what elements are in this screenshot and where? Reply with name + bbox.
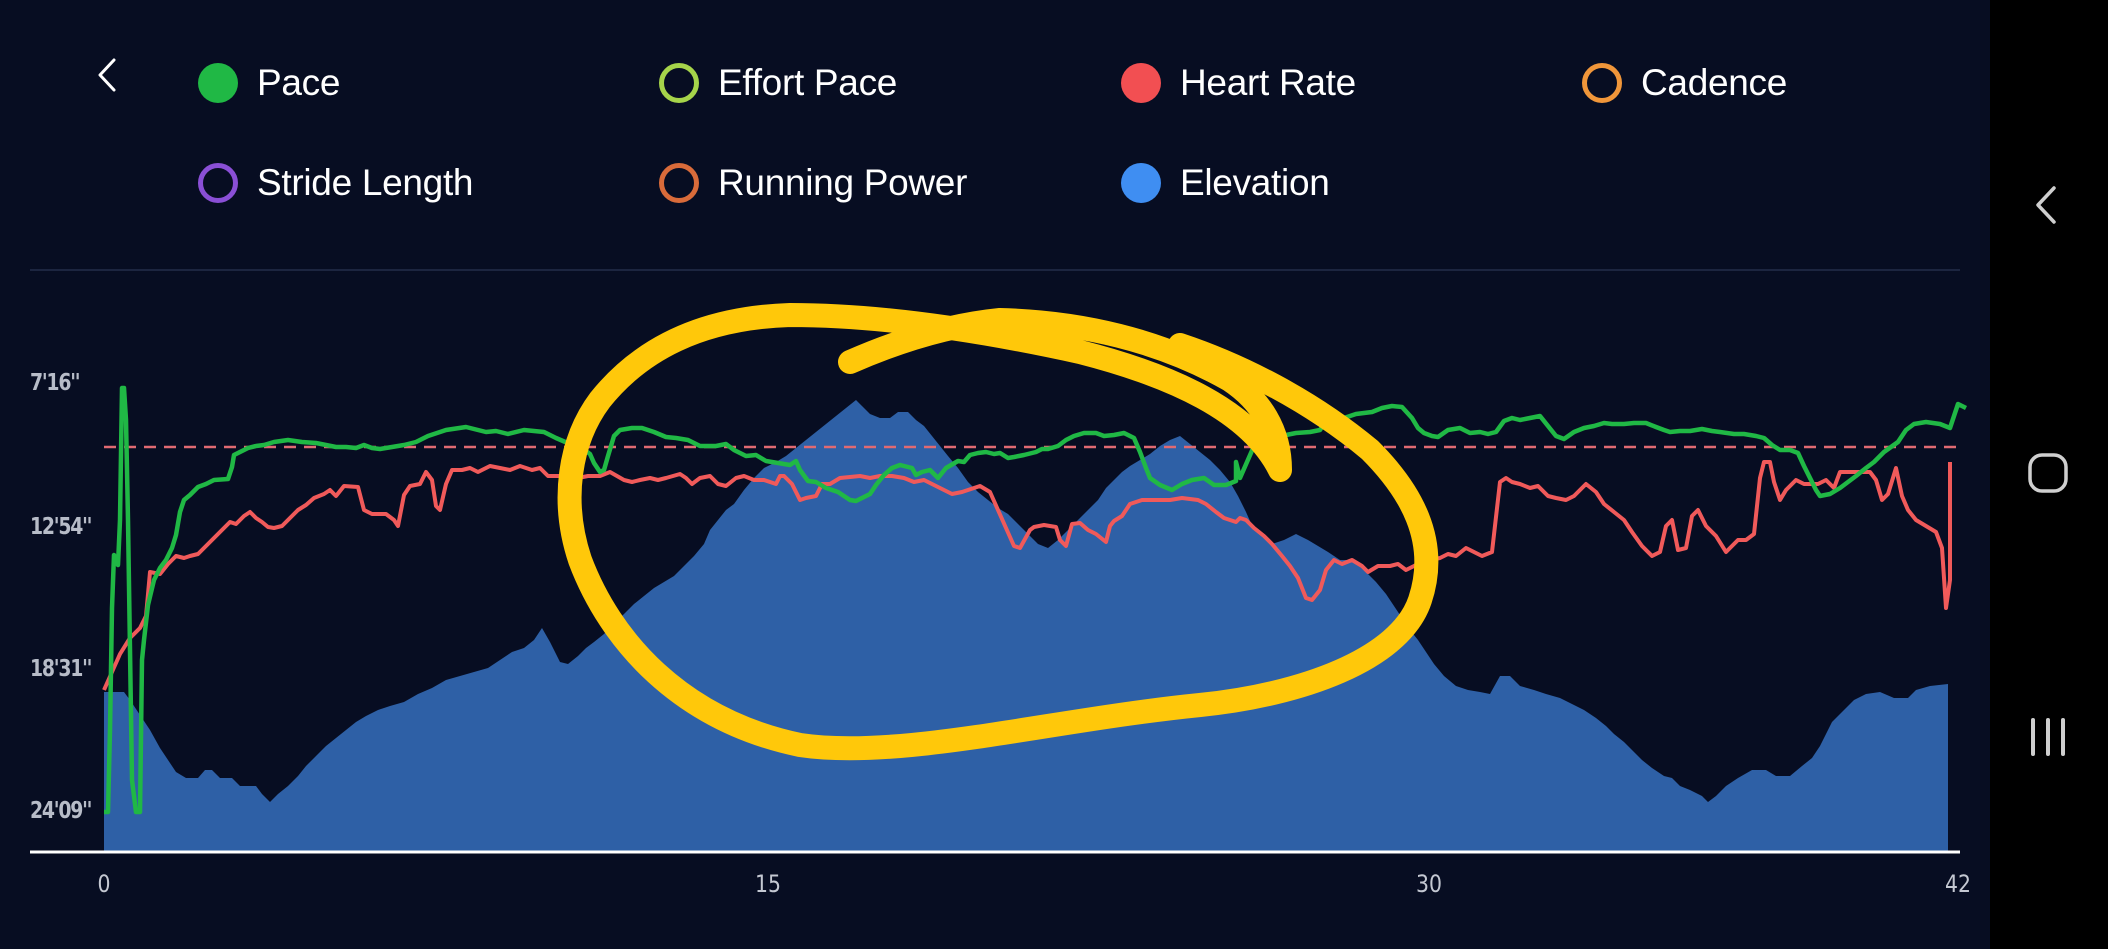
heart-rate-line (102, 460, 1952, 691)
x-axis-label: 42 (1945, 870, 1971, 898)
legend-divider (30, 269, 1960, 271)
filled-dot-icon (198, 63, 238, 103)
legend-label: Cadence (1641, 62, 1788, 103)
x-axis-label: 0 (97, 870, 111, 898)
y-axis-label: 18'31'' (30, 656, 92, 682)
app-screen: Pace Effort Pace Heart Rate Cadence Stri… (0, 0, 1990, 949)
chart-area[interactable]: 7'16'' 12'54'' 18'31'' 24'09'' 0 15 30 4… (0, 0, 1990, 949)
nav-recents-button[interactable] (2026, 716, 2070, 763)
legend-item-pace[interactable]: Pace (198, 58, 340, 108)
nav-back-icon (2036, 186, 2056, 224)
legend-label: Effort Pace (718, 62, 898, 103)
x-axis-label: 15 (755, 870, 781, 898)
nav-back-button[interactable] (2024, 180, 2070, 235)
legend-item-running-power[interactable]: Running Power (659, 158, 967, 208)
y-axis-label: 7'16'' (30, 370, 81, 396)
ring-dot-icon (659, 63, 699, 103)
legend-label: Pace (257, 62, 341, 103)
x-axis-label: 30 (1416, 870, 1442, 898)
ring-dot-icon (198, 163, 238, 203)
legend-item-cadence[interactable]: Cadence (1582, 58, 1787, 108)
ring-dot-icon (659, 163, 699, 203)
filled-dot-icon (1121, 163, 1161, 203)
nav-recents-icon (2031, 718, 2065, 756)
chevron-left-icon (98, 58, 116, 92)
filled-dot-icon (1121, 63, 1161, 103)
y-axis-label: 12'54'' (30, 514, 92, 540)
y-axis-label: 24'09'' (30, 798, 92, 824)
legend-label: Stride Length (257, 162, 474, 203)
elevation-area (104, 400, 1948, 852)
legend-item-elevation[interactable]: Elevation (1121, 158, 1330, 208)
ring-dot-icon (1582, 63, 1622, 103)
legend-label: Elevation (1180, 162, 1330, 203)
chart-plot (30, 303, 1968, 854)
nav-home-icon (2028, 453, 2068, 493)
pace-line (104, 385, 1968, 815)
legend-item-stride-length[interactable]: Stride Length (198, 158, 474, 208)
system-nav-bar (1990, 0, 2108, 949)
nav-home-button[interactable] (2026, 451, 2070, 500)
legend-label: Running Power (718, 162, 968, 203)
annotation-ellipse (557, 303, 1439, 761)
legend-item-heart-rate[interactable]: Heart Rate (1121, 58, 1356, 108)
legend-item-effort-pace[interactable]: Effort Pace (659, 58, 897, 108)
back-button[interactable] (86, 50, 130, 100)
legend-label: Heart Rate (1180, 62, 1356, 103)
